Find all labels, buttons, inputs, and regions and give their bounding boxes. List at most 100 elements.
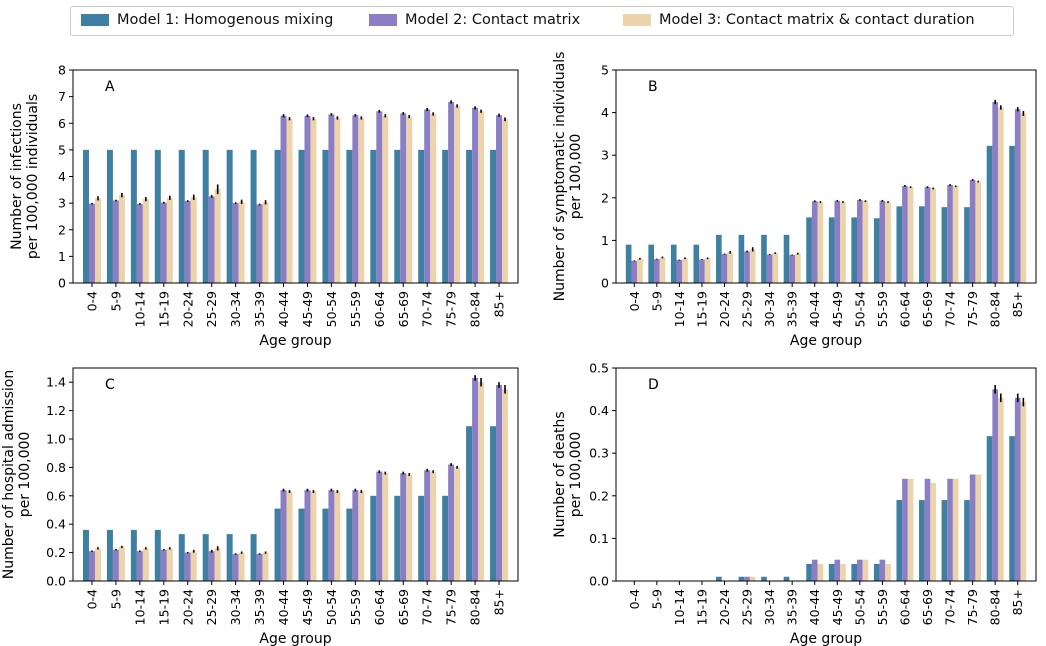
bar — [659, 257, 666, 283]
y-tick-label: 0.3 — [589, 446, 609, 461]
bar — [806, 563, 812, 581]
panel-label: D — [648, 377, 659, 393]
bar — [448, 101, 455, 283]
bar — [478, 111, 485, 283]
bar — [817, 563, 824, 581]
y-tick-label: 6 — [58, 116, 66, 131]
x-tick-label: 45-49 — [300, 589, 315, 625]
bar — [106, 529, 113, 581]
bar — [472, 377, 479, 581]
plot-frame — [615, 69, 1037, 284]
bar — [828, 217, 835, 283]
x-tick-label: 55-59 — [348, 589, 363, 625]
bar — [654, 259, 660, 283]
bar — [430, 471, 437, 581]
bar — [947, 185, 953, 283]
x-tick-label: 25-29 — [204, 291, 219, 327]
bar — [142, 199, 149, 283]
legend-label-model2: Model 2: Contact matrix — [405, 12, 581, 28]
bar — [430, 113, 437, 284]
plot-frame — [72, 367, 519, 582]
bar — [310, 491, 317, 581]
x-tick-label: 20-24 — [180, 291, 195, 327]
bar — [992, 389, 998, 581]
bar — [112, 200, 119, 283]
bar — [190, 197, 197, 283]
bar — [975, 181, 982, 283]
x-tick-label: 0-4 — [84, 589, 99, 609]
bar — [202, 149, 209, 283]
bar — [907, 187, 914, 283]
bar — [400, 473, 407, 581]
bar — [250, 534, 257, 581]
y-tick-label: 8 — [58, 63, 66, 78]
bar — [226, 534, 233, 581]
bar — [851, 217, 858, 283]
bar — [502, 119, 509, 283]
x-tick-label: 55-59 — [875, 291, 890, 327]
bar — [772, 253, 779, 283]
bar — [766, 254, 773, 283]
bar — [811, 201, 818, 283]
bar — [862, 201, 869, 283]
y-tick-label: 5 — [58, 142, 66, 157]
bar — [322, 149, 329, 283]
legend-swatch-model2 — [369, 14, 397, 26]
bar — [986, 145, 993, 283]
bar — [274, 508, 281, 581]
x-tick-label: 60-64 — [372, 589, 387, 625]
x-axis-label: Age group — [259, 333, 331, 349]
bar — [490, 149, 497, 283]
bar — [969, 474, 976, 581]
bar — [304, 490, 311, 581]
y-axis-label-line: per 100,000 individuals — [25, 94, 41, 259]
bar — [924, 478, 931, 581]
bar — [256, 554, 263, 581]
y-tick-label: 1.4 — [46, 375, 66, 390]
y-tick-label: 0.0 — [46, 574, 66, 589]
bar — [160, 549, 167, 581]
x-tick-label: 35-39 — [785, 589, 800, 625]
bar — [232, 554, 239, 581]
bar — [424, 470, 431, 581]
x-tick-label: 85+ — [492, 589, 507, 615]
x-tick-label: 60-64 — [897, 291, 912, 327]
x-axis-label: Age group — [790, 631, 862, 646]
bar — [262, 552, 269, 581]
bar — [794, 253, 801, 283]
y-tick-label: 3 — [601, 148, 609, 163]
bar — [1014, 397, 1021, 581]
bar — [625, 244, 632, 283]
bar — [238, 201, 245, 283]
x-tick-label: 50-54 — [852, 291, 867, 327]
bar — [472, 107, 479, 284]
bar — [352, 490, 359, 581]
y-axis-label-line: Number of symptomatic individuals — [552, 52, 568, 302]
bar — [136, 203, 143, 283]
x-tick-label: 30-34 — [762, 291, 777, 327]
bar — [744, 576, 750, 581]
x-tick-label: 65-69 — [396, 589, 411, 625]
bar — [310, 118, 317, 283]
x-tick-label: 45-49 — [830, 291, 845, 327]
x-tick-label: 80-84 — [988, 589, 1003, 625]
bar — [761, 576, 767, 581]
bar — [975, 474, 982, 581]
bar — [280, 490, 287, 581]
bar — [406, 474, 413, 581]
bar — [761, 234, 767, 283]
x-tick-label: 5-9 — [108, 589, 123, 609]
x-tick-label: 50-54 — [324, 589, 339, 625]
bar — [382, 473, 389, 581]
bar — [1009, 145, 1015, 283]
bar — [1009, 436, 1015, 581]
bar — [496, 385, 503, 581]
bar — [274, 149, 281, 283]
bar — [94, 548, 101, 581]
y-tick-label: 0 — [601, 276, 609, 291]
bar — [454, 105, 461, 283]
x-tick-label: 30-34 — [228, 589, 243, 625]
bar — [919, 206, 925, 283]
bar — [208, 196, 215, 283]
bar — [749, 249, 756, 283]
